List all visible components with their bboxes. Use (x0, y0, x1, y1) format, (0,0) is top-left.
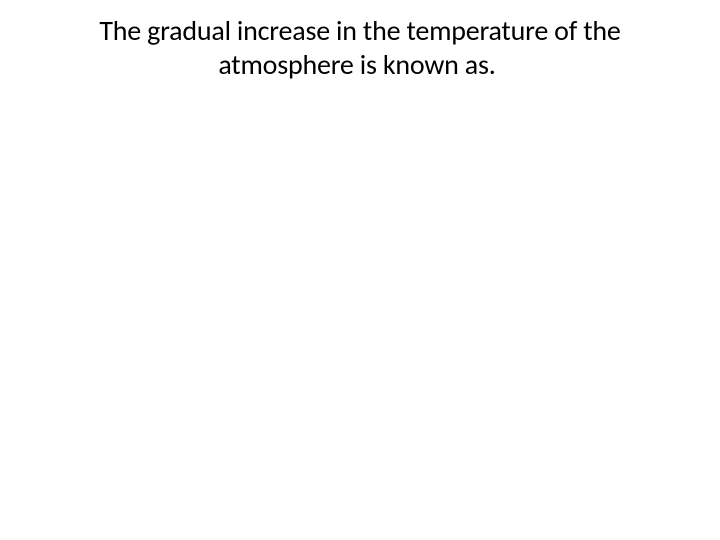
question-line-2: atmosphere is known as. (218, 47, 495, 82)
question-line-1: The gradual increase in the temperature … (99, 13, 620, 48)
question-text: The gradual increase in the temperature … (40, 14, 680, 82)
slide: The gradual increase in the temperature … (0, 0, 720, 540)
